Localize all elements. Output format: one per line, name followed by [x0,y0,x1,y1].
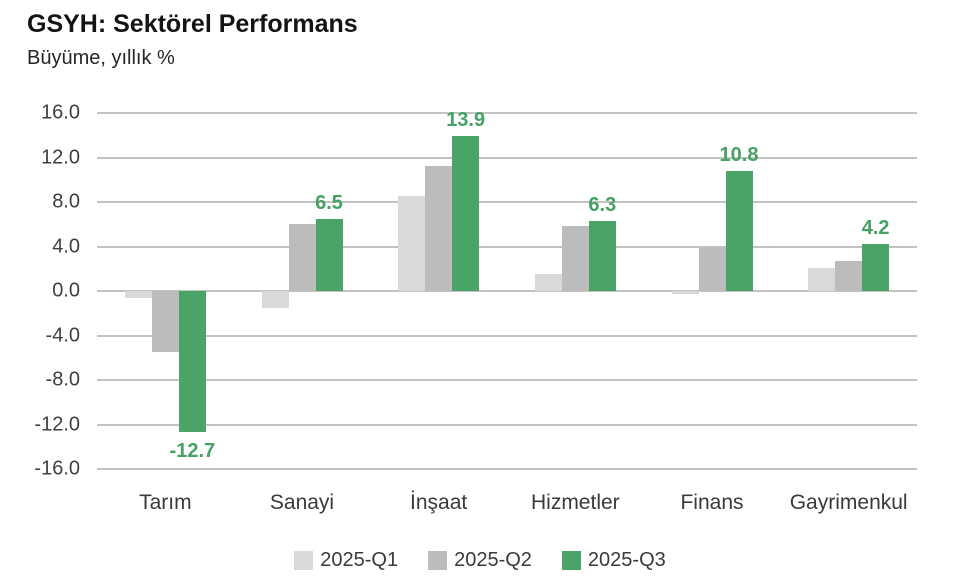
x-axis-label-gayrimenkul: Gayrimenkul [789,491,908,514]
chart-title: GSYH: Sektörel Performans [27,10,358,38]
bar-2025-q2-finans [698,246,726,291]
bar-2025-q2-sanayi [288,224,316,291]
value-label-sanayi: 6.5 [315,191,343,214]
value-label-tar-m: -12.7 [169,440,216,463]
legend-label-2025-q1: 2025-Q1 [320,549,399,571]
y-tick-label: -4.0 [45,324,80,346]
bar-2025-q1-tar-m [124,291,152,298]
gridline-0.0 [97,290,917,292]
bar-2025-q3-tar-m [178,291,206,433]
bar-2025-q1-gayrimenkul [808,267,836,291]
bar-2025-q2-hizmetler [561,226,589,291]
gridline-8.0 [97,201,917,203]
bar-2025-q1-finans [671,291,699,295]
gridline-16.0 [97,112,917,114]
gridline--16.0 [97,468,917,470]
legend: 2025-Q1 2025-Q2 2025-Q3 [0,549,960,572]
legend-swatch-2025-q1 [294,551,314,570]
bar-2025-q3-finans [725,170,753,291]
bar-2025-q1-i-n-aat [398,196,426,291]
bar-2025-q3-gayrimenkul [862,244,890,291]
legend-swatch-2025-q3 [561,551,581,570]
y-tick-label: -8.0 [45,368,80,391]
x-axis-label-sanayi: Sanayi [269,491,335,514]
x-axis-label-i-n-aat: İnşaat [410,491,468,514]
bar-2025-q2-i-n-aat [425,166,453,291]
chart-subtitle: Büyüme, yıllık % [27,47,175,69]
gridline-4.0 [97,245,917,248]
y-tick-label: -16.0 [34,457,80,480]
gridline--12.0 [97,423,917,426]
x-axis-label-finans: Finans [680,491,744,514]
y-tick-label: 0.0 [52,279,80,302]
legend-item-2025-q3: 2025-Q3 [561,549,666,572]
bar-2025-q3-hizmetler [588,220,616,291]
x-axis-label-hizmetler: Hizmetler [530,491,620,514]
bar-2025-q1-sanayi [261,291,289,308]
value-label-i-n-aat: 13.9 [446,109,486,132]
legend-swatch-2025-q2 [428,551,448,570]
y-tick-label: -12.0 [34,413,80,435]
gridline--4.0 [97,334,917,337]
y-tick-label: 8.0 [52,190,80,213]
value-label-finans: 10.8 [719,143,759,166]
legend-label-2025-q3: 2025-Q3 [587,549,666,571]
value-label-hizmetler: 6.3 [588,193,617,216]
plot-area: -12.7 6.5 13.9 6.3 10.8 4.2 [97,109,917,470]
y-tick-label: 16.0 [41,101,80,124]
gridline--8.0 [97,379,917,381]
x-axis-label-tar-m: Tarım [139,491,192,514]
y-tick-label: 12.0 [41,146,80,168]
legend-label-2025-q2: 2025-Q2 [454,549,532,571]
y-tick-label: 4.0 [52,235,80,257]
legend-item-2025-q2: 2025-Q2 [428,549,532,572]
legend-item-2025-q1: 2025-Q1 [294,549,398,572]
y-axis-labels: 16.0 12.0 8.0 4.0 0.0 -4.0 -8.0 -12.0 -16.0 [0,102,80,480]
value-label-gayrimenkul: 4.2 [861,217,890,240]
bar-2025-q1-hizmetler [534,274,562,291]
bar-2025-q2-gayrimenkul [835,260,863,291]
bar-2025-q2-tar-m [151,291,179,353]
gridline-12.0 [97,156,917,159]
bar-2025-q3-sanayi [315,218,343,291]
bar-2025-q3-i-n-aat [452,136,480,291]
x-axis-labels: Tarım Sanayi İnşaat Hizmetler Finans Gayrimen… [97,491,917,517]
